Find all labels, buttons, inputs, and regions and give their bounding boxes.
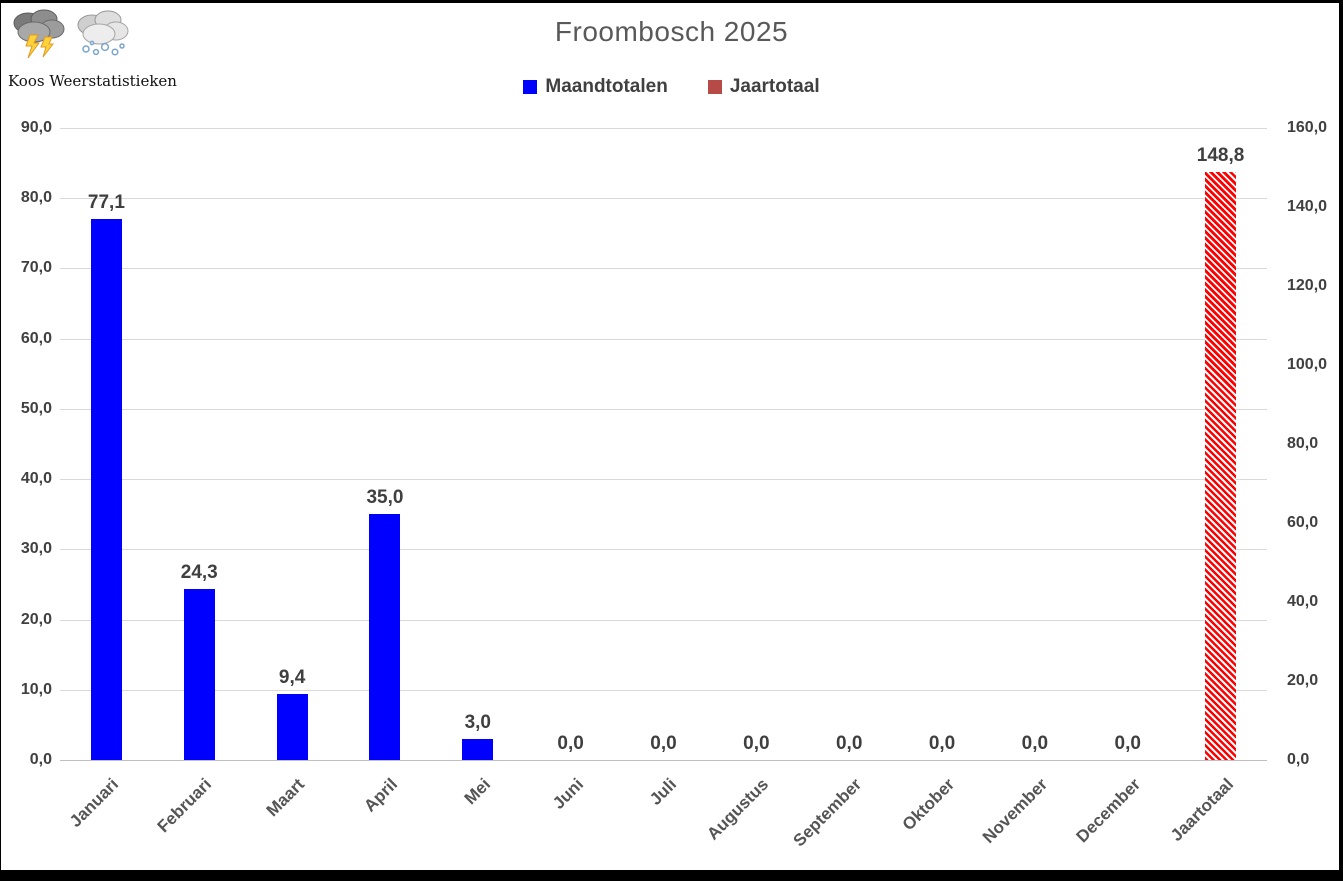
storm-cloud-icon — [8, 5, 66, 64]
legend-item-maandtotalen: Maandtotalen — [523, 76, 668, 98]
legend-swatch-jaartotaal — [707, 80, 722, 94]
data-label-augustus: 0,0 — [743, 733, 770, 754]
snow-cloud-icon — [72, 5, 130, 64]
data-label-november: 0,0 — [1021, 733, 1049, 754]
left-axis-tick: 60,0 — [20, 329, 52, 347]
legend-item-jaartotaal: Jaartotaal — [707, 76, 820, 98]
right-axis-tick: 160,0 — [1287, 119, 1328, 136]
data-label-juni: 0,0 — [557, 733, 584, 754]
left-axis-tick: 40,0 — [20, 470, 52, 488]
data-label-september: 0,0 — [835, 733, 863, 754]
bar-maart — [276, 693, 308, 760]
gridline — [60, 689, 1267, 691]
left-axis-tick: 70,0 — [20, 259, 52, 277]
data-label-april: 35,0 — [366, 487, 404, 509]
gridline — [60, 268, 1267, 270]
border-top — [0, 0, 1343, 3]
chart-title: Froombosch 2025 — [554, 16, 789, 47]
gridline — [60, 619, 1267, 621]
gridline — [60, 479, 1267, 481]
left-axis-tick: 30,0 — [20, 540, 52, 558]
data-label-oktober: 0,0 — [928, 733, 956, 754]
data-label-maart: 9,4 — [278, 666, 306, 688]
right-axis-tick: 20,0 — [1287, 672, 1319, 689]
brand-block: Koos Weerstatistieken — [8, 5, 177, 90]
data-label-mei: 3,0 — [464, 711, 491, 733]
x-axis-line — [60, 760, 1267, 761]
legend-swatch-maandtotalen — [523, 80, 538, 94]
data-label-februari: 24,3 — [180, 562, 218, 584]
category-label-januari: Januari — [66, 774, 123, 831]
gridline — [60, 408, 1267, 410]
right-axis-tick: 120,0 — [1287, 277, 1328, 294]
right-axis-tick: 80,0 — [1287, 435, 1319, 452]
gridline — [60, 198, 1267, 200]
left-axis-tick: 10,0 — [20, 680, 52, 698]
bar-jaartotaal — [1205, 172, 1237, 760]
gridline — [60, 549, 1267, 551]
data-label-januari: 77,1 — [87, 191, 125, 213]
watermark-text: Koos Weerstatistieken — [8, 72, 177, 90]
data-label-december: 0,0 — [1114, 733, 1141, 754]
left-axis-tick: 80,0 — [20, 189, 52, 207]
right-axis-tick: 140,0 — [1287, 198, 1328, 215]
border-left — [0, 0, 1, 881]
weather-icons — [8, 5, 177, 64]
legend-label-maandtotalen: Maandtotalen — [545, 76, 668, 97]
chart-legend: Maandtotalen Jaartotaal — [0, 76, 1343, 98]
left-axis-tick: 90,0 — [20, 119, 52, 136]
legend-label-jaartotaal: Jaartotaal — [729, 76, 820, 97]
data-label-jaartotaal: 148,8 — [1196, 145, 1245, 167]
left-axis-tick: 0,0 — [29, 751, 52, 768]
bar-januari — [90, 218, 122, 760]
right-axis-tick: 40,0 — [1287, 593, 1319, 610]
right-axis-tick: 100,0 — [1287, 356, 1328, 373]
left-axis-tick: 20,0 — [20, 610, 52, 628]
left-axis-tick: 50,0 — [20, 399, 52, 417]
right-axis-tick: 0,0 — [1287, 751, 1310, 768]
gridline — [60, 338, 1267, 340]
gridline — [60, 128, 1267, 129]
border-bottom — [0, 870, 1343, 881]
bar-april — [369, 514, 401, 760]
bar-februari — [183, 589, 215, 760]
right-axis-tick: 60,0 — [1287, 514, 1319, 531]
data-label-juli: 0,0 — [650, 733, 677, 754]
border-right — [1339, 0, 1343, 881]
bar-mei — [462, 738, 494, 760]
